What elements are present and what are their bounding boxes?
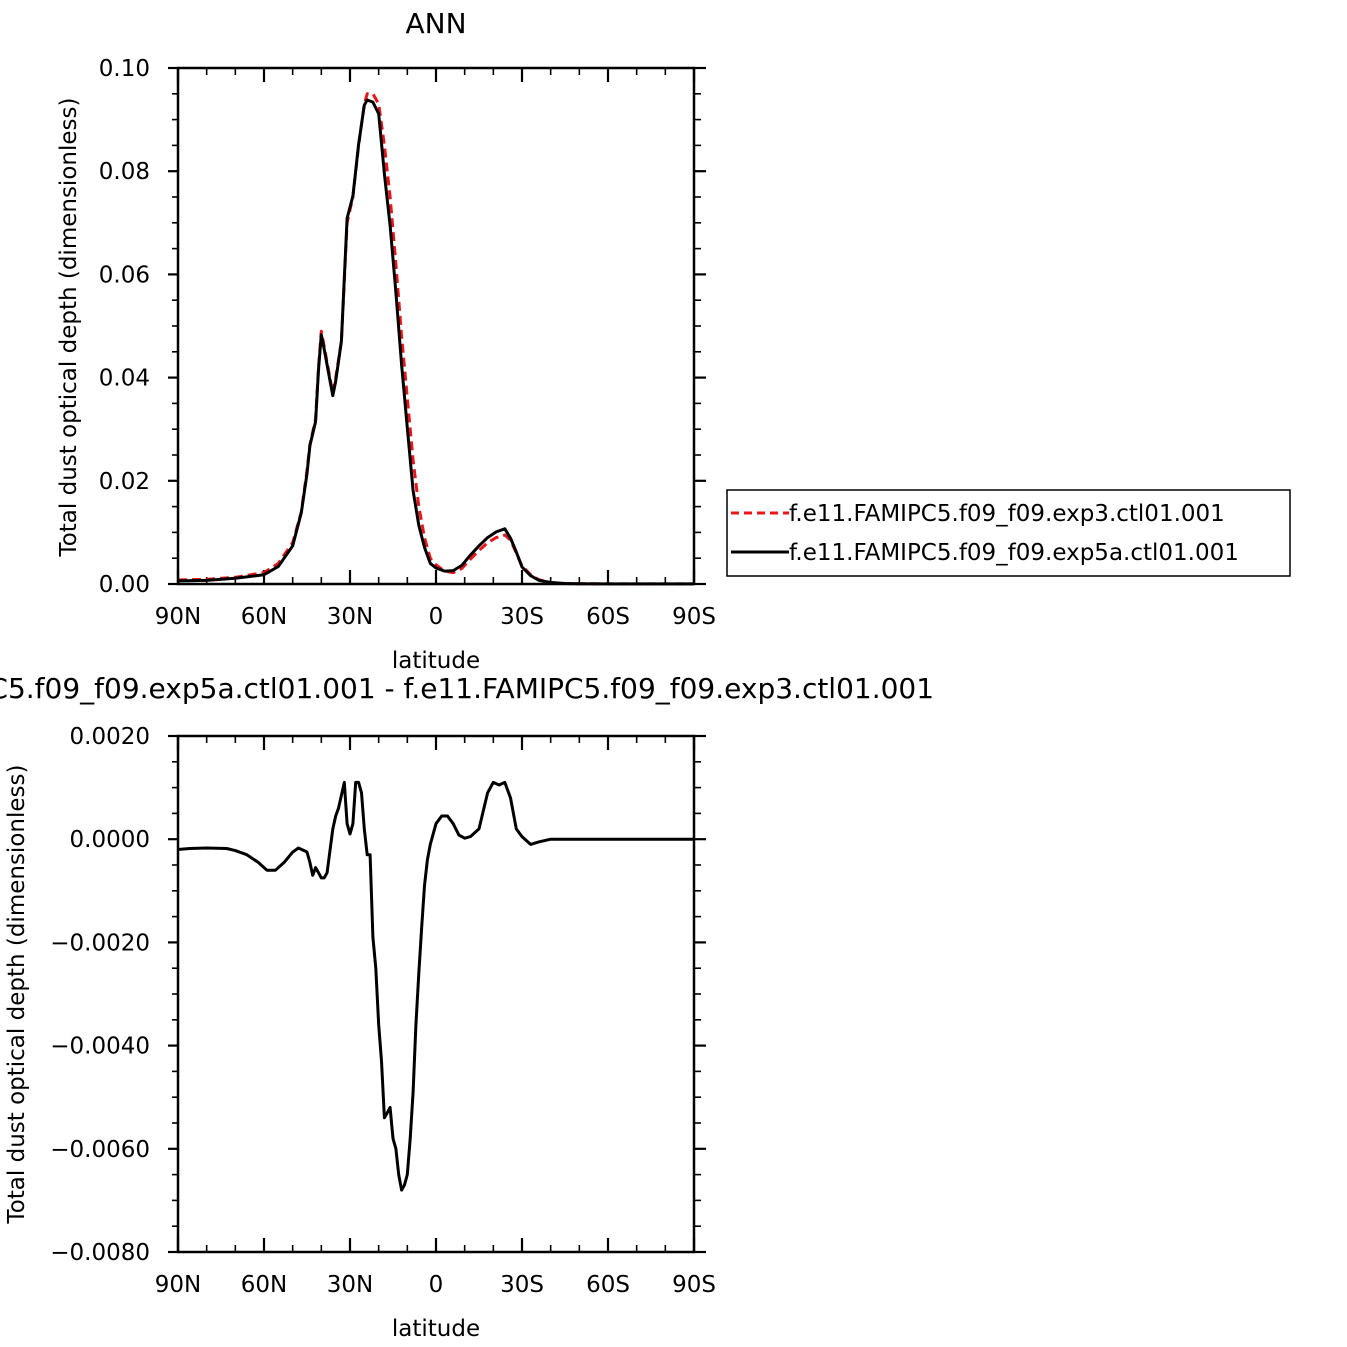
y-tick-label: −0.0020 <box>50 930 150 956</box>
bottom-title: f.e11.FAMIPC5.f09_f09.exp5a.ctl01.001 - … <box>0 672 934 705</box>
y-tick-label: 0.02 <box>99 469 150 495</box>
y-tick-label: −0.0060 <box>50 1137 150 1163</box>
top-ylabel: Total dust optical depth (dimensionless) <box>56 98 82 558</box>
x-tick-label: 90S <box>672 1272 716 1298</box>
legend-label-exp3: f.e11.FAMIPC5.f09_f09.exp3.ctl01.001 <box>789 501 1225 527</box>
x-tick-label: 30S <box>500 1272 544 1298</box>
x-tick-label: 60S <box>586 1272 630 1298</box>
legend-box <box>726 489 1291 577</box>
top-xlabel: latitude <box>392 648 480 674</box>
series-line-1-0 <box>177 780 694 1192</box>
bottom-panel: f.e11.FAMIPC5.f09_f09.exp5a.ctl01.001 - … <box>0 672 934 1342</box>
bottom-ylabel: Total dust optical depth (dimensionless) <box>4 765 30 1225</box>
x-tick-label: 0 <box>429 1272 444 1298</box>
x-tick-label: 0 <box>429 604 444 630</box>
y-tick-label: 0.08 <box>99 159 150 185</box>
series-line-0-0 <box>177 92 694 586</box>
bottom-ticks: 90N 60N 30N 0 30S 60S 90S −0.0080 −0.0060 −0.0040… <box>50 724 716 1298</box>
y-tick-label: 0.0020 <box>70 724 150 750</box>
bottom-xlabel: latitude <box>392 1316 480 1342</box>
y-tick-label: −0.0040 <box>50 1034 150 1060</box>
legend: f.e11.FAMIPC5.f09_f09.exp3.ctl01.001 f.e… <box>726 489 1291 577</box>
x-tick-label: 60N <box>241 604 287 630</box>
y-tick-label: −0.0080 <box>50 1240 150 1266</box>
x-tick-label: 90S <box>672 604 716 630</box>
top-series-group <box>177 92 694 586</box>
top-ticks: 90N 60N 30N 0 30S 60S 90S 0.00 0.02 0.04 0.06 0.08 0… <box>99 56 716 630</box>
y-tick-label: 0.06 <box>99 262 150 288</box>
x-tick-label: 90N <box>155 1272 201 1298</box>
y-tick-label: 0.00 <box>99 572 150 598</box>
legend-label-exp5a: f.e11.FAMIPC5.f09_f09.exp5a.ctl01.001 <box>789 540 1239 566</box>
y-tick-label: 0.10 <box>99 56 150 82</box>
x-tick-label: 90N <box>155 604 201 630</box>
bottom-plot-frame <box>176 734 696 1254</box>
x-tick-label: 60S <box>586 604 630 630</box>
x-tick-label: 30N <box>327 604 373 630</box>
top-plot-frame <box>176 66 696 586</box>
y-tick-label: 0.04 <box>99 366 150 392</box>
top-title: ANN <box>405 7 466 40</box>
series-line-0-1 <box>177 98 694 586</box>
bottom-series-group <box>177 780 694 1192</box>
y-tick-label: 0.0000 <box>70 827 150 853</box>
x-tick-label: 60N <box>241 1272 287 1298</box>
x-tick-label: 30N <box>327 1272 373 1298</box>
x-tick-label: 30S <box>500 604 544 630</box>
top-panel: ANN Total dust optical depth (dimensionl… <box>56 7 716 674</box>
